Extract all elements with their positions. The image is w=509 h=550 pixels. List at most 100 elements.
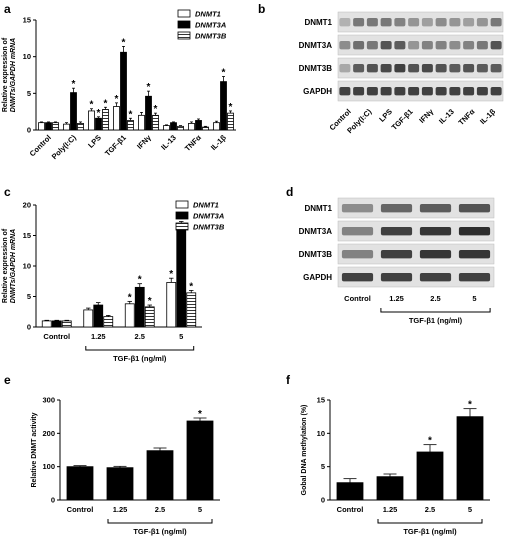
blot-lane-label: LPS [377,107,394,124]
blot-lane-label: IFNγ [417,106,435,124]
significance-star: * [97,108,101,119]
bar [213,122,220,131]
bar [145,95,152,131]
bar [176,227,187,328]
y-tick-label: 0 [51,496,55,505]
blot-band [339,18,351,27]
x-tick-label: 5 [468,505,472,514]
blot-band [380,250,413,259]
blot-band [421,64,433,73]
x-tick-label: Control [337,505,364,514]
blot-band [394,41,406,50]
blot-band [380,227,413,236]
blot-band [341,204,374,213]
significance-star: * [222,67,226,78]
blot-lane-label: TNFα [457,107,477,127]
bar [51,320,62,328]
y-tick-label: 300 [42,396,55,405]
significance-star: * [128,292,132,303]
bar [45,122,52,131]
significance-star: * [468,400,472,411]
blot-band [339,64,351,73]
blot-band [458,250,491,259]
blot-band [463,87,475,96]
legend-label: DNMT3B [195,32,227,41]
blot-band [435,41,447,50]
blot-band [408,87,420,96]
blot-lane-label: 1.25 [389,294,404,303]
y-axis-label: Relative expression of [2,228,9,303]
blot-band [366,87,378,96]
blot-band [408,41,420,50]
chart-f: 0 5 10 15 Gobal DNA methylation (%) * * Control… [301,396,490,536]
significance-star: * [122,37,126,48]
bar [195,120,202,131]
x-tick-label: Poly(I:C) [50,133,79,162]
blot-band [339,41,351,50]
bar [152,114,159,131]
x-tick-label: 1.25 [113,505,128,514]
x-bracket [377,519,483,524]
y-tick-label: 15 [23,16,31,25]
y-tick-label: 0 [27,126,31,135]
bar [336,482,364,501]
bar [416,451,444,501]
blot-strip [337,266,495,288]
significance-star: * [148,296,152,307]
blot-band [419,227,452,236]
blot-row-label: DNMT3A [299,41,333,50]
x-tick-label: IFNγ [135,132,153,150]
bar [163,125,170,131]
blot-row-label: DNMT3B [299,64,333,73]
blot-lane-label: Control [344,294,371,303]
blot-band [341,227,374,236]
x-tick-label: Control [67,505,94,514]
blot-band [463,41,475,50]
x-bracket [85,346,195,351]
bar [70,92,77,131]
x-tick-label: TGF-β1 [103,133,128,158]
blot-lane-label: 2.5 [430,294,440,303]
significance-star: * [189,281,193,292]
y-tick-label: 5 [27,89,31,98]
blot-band [449,64,461,73]
bar [66,466,94,501]
bar [134,286,145,328]
significance-star: * [229,102,233,113]
bar [77,123,84,131]
legend-label: DNMT1 [193,201,219,210]
blot-band [449,41,461,50]
legend-swatch [175,211,189,220]
y-tick-label: 10 [23,52,31,61]
blot-row-label: GAPDH [303,273,332,282]
blot-band [449,18,461,27]
significance-star: * [428,436,432,447]
blot-band [458,227,491,236]
blot-band [476,87,488,96]
legend-swatch [175,200,189,209]
blot-band [419,204,452,213]
blot-band [353,41,365,50]
y-tick-label: 5 [321,462,325,471]
legend-label: DNMT1 [195,10,221,19]
blot-band [476,18,488,27]
blot-lane-label: IL-13 [437,107,456,126]
significance-star: * [138,275,142,286]
significance-star: * [129,109,133,120]
blot-strip [337,57,504,79]
bar [144,306,155,328]
blot-band [341,250,374,259]
blot-bracket [380,308,491,313]
significance-star: * [169,269,173,280]
x-tick-label: 1.25 [383,505,398,514]
bar [102,109,109,131]
y-axis-label: DNMTs/GAPDH mRNA [10,229,17,303]
legend-swatch [177,9,191,18]
bar [41,320,52,328]
panel-label-a: a [4,2,11,16]
y-tick-label: 15 [317,396,325,405]
bar [138,114,145,131]
bar [186,420,214,501]
blot-band [421,87,433,96]
